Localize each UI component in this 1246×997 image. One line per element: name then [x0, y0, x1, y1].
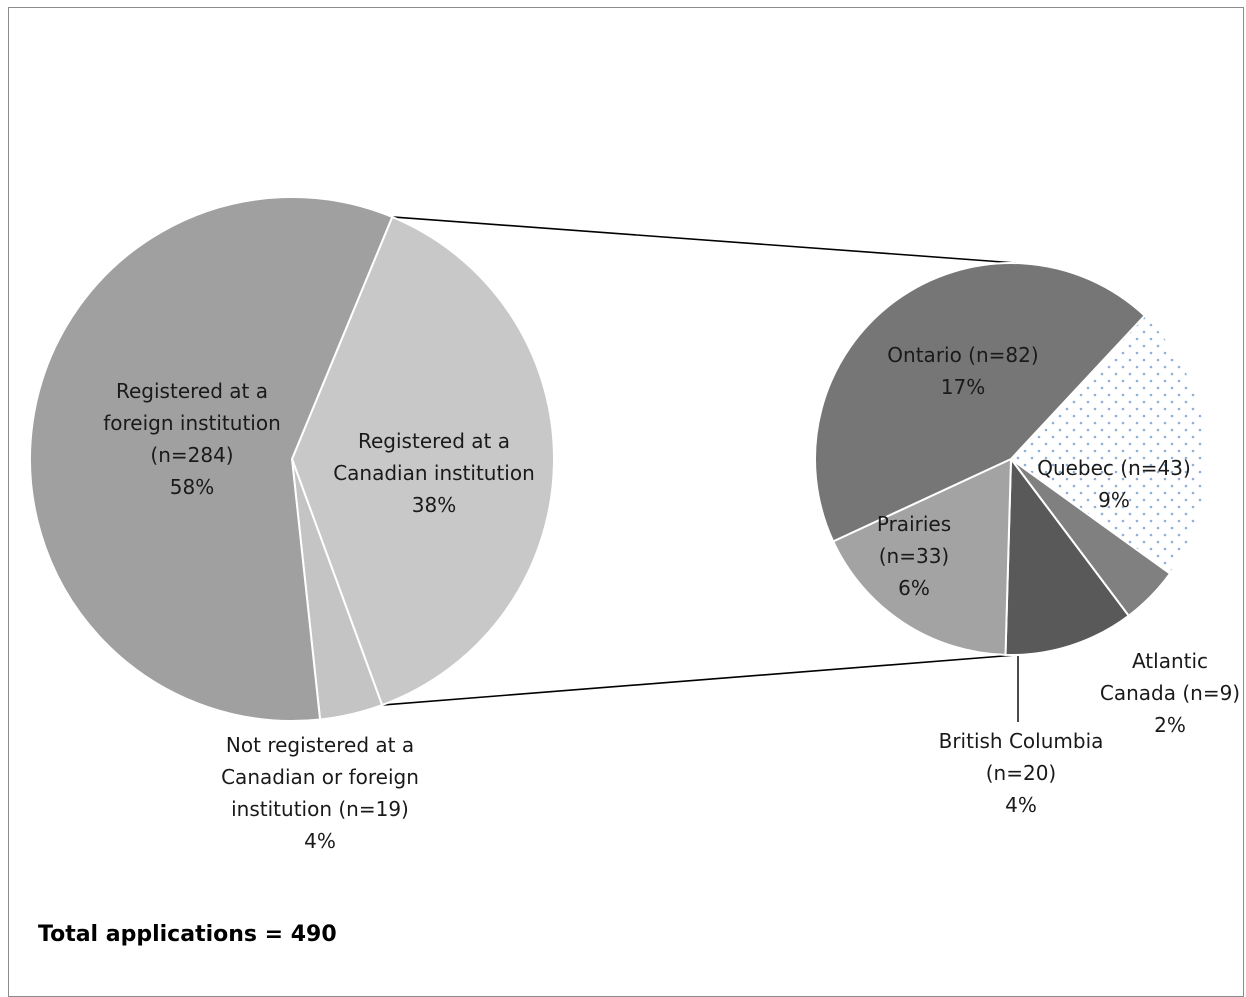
label-atlantic-canada: Atlantic Canada (n=9) 2%	[1100, 649, 1240, 737]
label-registered-at-a-canadian-institution: Registered at a Canadian institution 38%	[333, 429, 535, 517]
label-line: Prairies	[877, 512, 951, 536]
label-line: 9%	[1098, 488, 1130, 512]
main-pie	[29, 196, 555, 722]
sub-pie	[814, 262, 1208, 656]
slice-registered-at-a-foreign-institution	[29, 196, 394, 722]
label-registered-at-a-foreign-institution: Registered at a foreign institution (n=284…	[103, 379, 281, 499]
label-line: 58%	[170, 475, 214, 499]
label-line: Ontario (n=82)	[887, 343, 1038, 367]
label-line: Canada (n=9)	[1100, 681, 1240, 705]
slice-prairies	[831, 457, 1013, 656]
label-line: Canadian institution	[333, 461, 535, 485]
label-line: 2%	[1154, 713, 1186, 737]
label-line: 17%	[941, 375, 985, 399]
slice-registered-at-a-canadian-institution	[290, 215, 555, 707]
label-line: (n=33)	[879, 544, 950, 568]
label-line: foreign institution	[103, 411, 281, 435]
label-ontario: Ontario (n=82) 17%	[887, 343, 1038, 399]
label-line: Canadian or foreign	[221, 765, 419, 789]
label-line: Not registered at a	[226, 733, 414, 757]
label-line: Registered at a	[116, 379, 268, 403]
slice-labels: Registered at a foreign institution (n=284…	[103, 343, 1240, 853]
label-line: 4%	[1005, 793, 1037, 817]
label-line: Registered at a	[358, 429, 510, 453]
slice-ontario	[814, 262, 1147, 543]
label-line: (n=20)	[986, 761, 1057, 785]
connector-lines	[382, 216, 1017, 706]
label-line: 6%	[898, 576, 930, 600]
slice-quebec	[1009, 314, 1208, 575]
label-prairies: Prairies (n=33) 6%	[877, 512, 951, 600]
label-line: (n=284)	[150, 443, 233, 467]
total-applications-label: Total applications = 490	[38, 922, 337, 947]
connector-top	[392, 216, 1017, 264]
label-not-registered-at-a-canadian-or-foreign-institution: Not registered at a Canadian or foreign in…	[221, 733, 419, 853]
label-line: 4%	[304, 829, 336, 853]
label-line: British Columbia	[939, 729, 1104, 753]
label-british-columbia: British Columbia (n=20) 4%	[939, 729, 1104, 817]
connector-bottom	[382, 654, 1017, 706]
label-line: Quebec (n=43)	[1037, 456, 1191, 480]
slice-british-columbia	[1004, 456, 1131, 656]
label-quebec: Quebec (n=43) 9%	[1037, 456, 1191, 512]
label-line: institution (n=19)	[231, 797, 409, 821]
label-line: Atlantic	[1132, 649, 1208, 673]
label-line: 38%	[412, 493, 456, 517]
